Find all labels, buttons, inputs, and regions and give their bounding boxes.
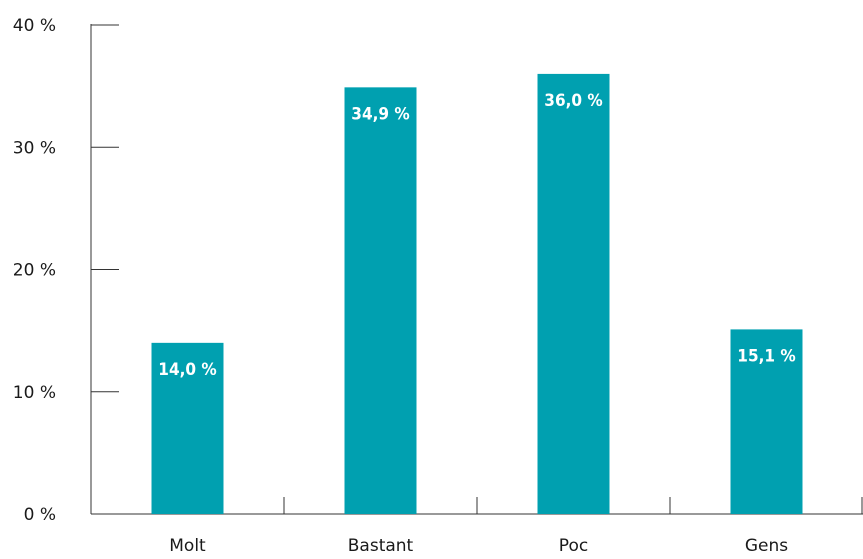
bar <box>151 342 224 514</box>
bars <box>151 73 803 515</box>
x-category-label: Poc <box>559 536 588 556</box>
bar-value-label: 15,1 % <box>737 346 795 366</box>
bar-value-label: 34,9 % <box>351 104 409 124</box>
y-tick-label: 10 % <box>13 383 56 403</box>
x-category-label: Bastant <box>348 536 414 556</box>
bar <box>344 87 417 514</box>
bar-value-labels: 14,0 % 34,9 % 36,0 % 15,1 % <box>158 91 795 380</box>
bar <box>537 73 610 515</box>
x-category-label: Molt <box>169 536 206 556</box>
bar <box>730 329 803 514</box>
y-tick-label: 40 % <box>13 16 56 36</box>
y-tick-label: 0 % <box>24 505 56 525</box>
y-tick-label: 20 % <box>13 261 56 281</box>
bar-value-label: 36,0 % <box>544 91 602 111</box>
x-category-label: Gens <box>745 536 788 556</box>
y-axis: 0 % 10 % 20 % 30 % 40 % <box>13 16 119 525</box>
bar-value-label: 14,0 % <box>158 360 216 380</box>
y-tick-label: 30 % <box>13 138 56 158</box>
